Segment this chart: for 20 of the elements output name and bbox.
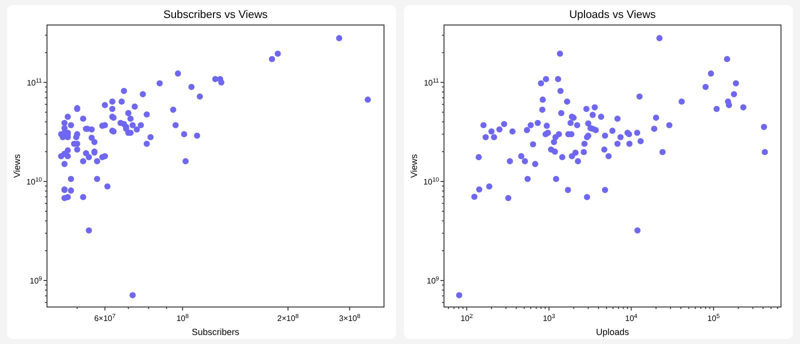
x-tick-label: 6×10$^{7}$	[94, 313, 116, 323]
x-tick-label: 10$^{5}$	[707, 313, 720, 323]
y-axis-title: Views	[409, 154, 419, 178]
y-axis-title: Views	[12, 154, 22, 178]
x-tick-label: 2×10$^{8}$	[277, 313, 300, 323]
y-tick-label: 10$^{11}$	[424, 77, 440, 88]
y-tick-label: 10$^{9}$	[30, 275, 43, 286]
chart-title: Uploads vs Views	[569, 9, 656, 21]
x-axis-title: Subscribers	[192, 327, 240, 337]
x-tick-label: 10$^{3}$	[542, 313, 556, 323]
x-axis-title: Uploads	[596, 327, 630, 337]
y-tick-label: 10$^{10}$	[423, 176, 440, 186]
y-tick-label: 10$^{11}$	[26, 77, 43, 88]
y-tick-label: 10$^{10}$	[26, 176, 43, 186]
chart-title: Subscribers vs Views	[163, 9, 268, 21]
y-tick-label: 10$^{9}$	[426, 275, 440, 286]
x-tick-label: 10$^{4}$	[625, 313, 638, 323]
x-tick-label: 10$^{8}$	[176, 313, 190, 323]
x-tick-label: 10$^{2}$	[460, 313, 474, 323]
x-tick-label: 3×10$^{8}$	[338, 313, 362, 323]
